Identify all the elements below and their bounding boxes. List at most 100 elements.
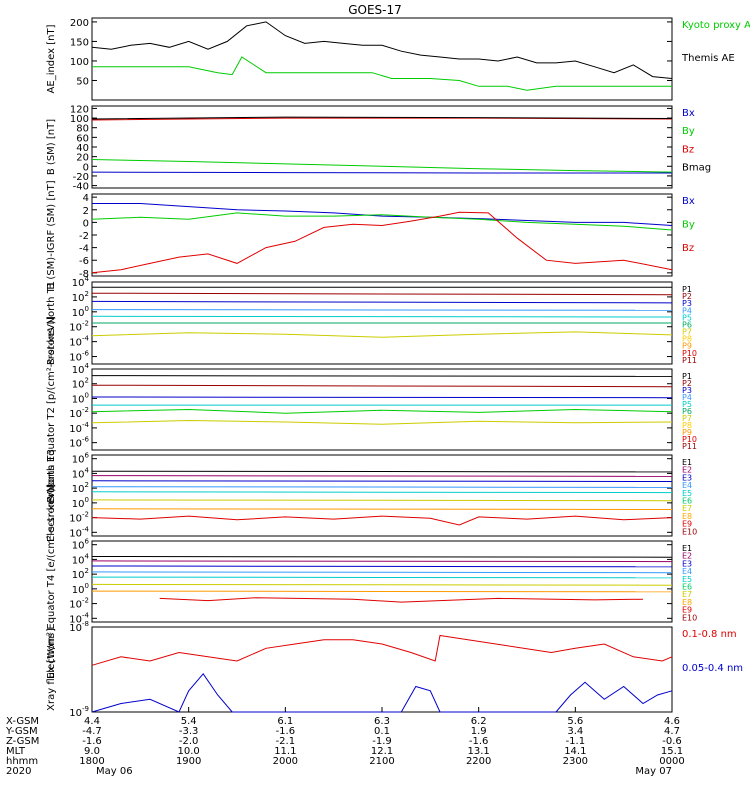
legend-entry: E7: [682, 590, 692, 599]
legend-entry: E4: [682, 481, 692, 490]
footer-date-end: May 07: [635, 766, 672, 777]
legend-entry: P7: [682, 328, 692, 337]
legend-entry: Bz: [682, 243, 694, 254]
legend-entry: E6: [682, 583, 692, 592]
y-tick-label: 100: [70, 114, 89, 125]
panel-1: 50 100 150 200 AE_index [nT] Kyoto proxy AE Th…: [46, 17, 750, 101]
footer-value: 15.1: [661, 746, 683, 757]
footer-value: -0.6: [662, 736, 682, 747]
y-axis-label: Xray flux [W/m²]: [46, 628, 57, 711]
footer-value: 1800: [79, 756, 104, 767]
legend-entry: E10: [682, 613, 697, 622]
y-tick-label: 10-2: [69, 597, 89, 611]
legend-entry: P6: [682, 407, 692, 416]
legend-entry: P1: [682, 372, 692, 381]
footer-value: -1.6: [469, 736, 489, 747]
series-line-kyoto-proxy-ae: [92, 56, 672, 91]
y-tick-label: 40: [76, 143, 89, 154]
footer-value: 6.3: [374, 716, 390, 727]
series-line-p2: [91, 384, 673, 388]
legend-entry: E9: [682, 606, 692, 615]
y-tick-label: -20: [73, 172, 89, 183]
panel-frame: [91, 626, 673, 713]
footer-row-label: Z-GSM: [6, 736, 39, 747]
legend-entry: E3: [682, 559, 692, 568]
y-tick-label: 50: [76, 76, 89, 87]
panel-3: -8 -6-4 -2 02 4 B (SM)-IGRF (SM) [nT] Bx By Bz: [46, 180, 695, 289]
series-line-e5: [91, 491, 673, 494]
series-line-by: [91, 159, 673, 173]
footer-value: 1.9: [471, 726, 487, 737]
series-line-e6: [91, 583, 673, 586]
footer-value: 5.4: [181, 716, 197, 727]
footer-row-label: 2020: [6, 766, 31, 777]
footer-value: 13.1: [468, 746, 490, 757]
y-tick-label: 10-2: [69, 406, 89, 420]
figure-title: GOES-17: [348, 3, 402, 17]
legend-entry: Bmag: [682, 163, 711, 174]
legend-entry: 0.1-0.8 nm: [682, 629, 737, 640]
y-tick-label: 100: [72, 496, 89, 510]
legend-entry: By: [682, 219, 695, 230]
y-tick-label: 100: [70, 57, 89, 68]
legend-entry: P11: [682, 356, 697, 365]
series-line-0-05-0-4-nm: [91, 672, 673, 713]
legend-entry: E10: [682, 527, 697, 536]
footer-value: 2100: [369, 756, 394, 767]
footer-value: 2200: [466, 756, 491, 767]
series-line-p2: [91, 292, 673, 296]
y-tick-label: 106: [72, 452, 90, 466]
y-tick-label: 100: [72, 582, 89, 596]
y-tick-label: 102: [72, 290, 89, 304]
legend-entry: P7: [682, 414, 692, 423]
footer-value: 4.6: [664, 716, 680, 727]
legend-entry: E4: [682, 567, 692, 576]
y-axis-label: Protons Equator T2 [p/(cm²-s-sr-keV)]: [46, 316, 57, 503]
series-line-themis-ae: [91, 21, 673, 79]
series-line-p4: [91, 309, 673, 311]
footer-value: 14.1: [564, 746, 586, 757]
legend-entry: P5: [682, 400, 692, 409]
y-tick-label: -2: [79, 231, 89, 242]
footer-value: 12.1: [371, 746, 393, 757]
y-tick-label: 0: [83, 162, 89, 173]
y-tick-label: -40: [73, 182, 89, 193]
y-tick-label: 102: [72, 481, 89, 495]
legend-entry: E9: [682, 520, 692, 529]
series-line-e4: [91, 486, 673, 488]
legend-entry: E7: [682, 504, 692, 513]
legend-entry: Bx: [682, 108, 695, 119]
y-tick-label: 104: [72, 275, 90, 289]
y-tick-label: 10-8: [69, 620, 89, 634]
y-tick-label: 102: [72, 567, 89, 581]
y-tick-label: 100: [72, 305, 89, 319]
series-line-bmag: [91, 116, 673, 120]
legend-entry: E8: [682, 512, 692, 521]
footer-row-label: X-GSM: [6, 716, 39, 727]
legend-entry: P10: [682, 349, 697, 358]
footer-value: 10.0: [178, 746, 200, 757]
footer-value: -2.1: [276, 736, 296, 747]
footer-value: 0.1: [374, 726, 390, 737]
y-axis-label: AE_index [nT]: [46, 24, 57, 93]
y-tick-label: 120: [70, 104, 89, 115]
panel-frame: [91, 17, 673, 101]
series-line-e3: [91, 480, 673, 482]
legend-entry: Bx: [682, 196, 695, 207]
footer-value: -1.6: [82, 736, 102, 747]
series-line-e7: [91, 590, 673, 593]
footer-value: 9.0: [84, 746, 100, 757]
series-line-e6: [91, 499, 673, 502]
footer-value: 4.4: [84, 716, 100, 727]
legend-entry: Themis AE: [681, 53, 735, 64]
footer-row-label: Y-GSM: [5, 726, 38, 737]
y-tick-label: 106: [72, 538, 90, 552]
footer-value: 2300: [563, 756, 588, 767]
y-tick-label: -6: [79, 256, 89, 267]
legend-entry: P9: [682, 342, 692, 351]
y-tick-label: 150: [70, 37, 89, 48]
y-axis-label: Electrons Equator T4 [e/(cm²-s-sr-keV)]: [46, 484, 57, 679]
legend-entry: 0.05-0.4 nm: [682, 663, 743, 674]
y-tick-label: 0: [83, 218, 89, 229]
